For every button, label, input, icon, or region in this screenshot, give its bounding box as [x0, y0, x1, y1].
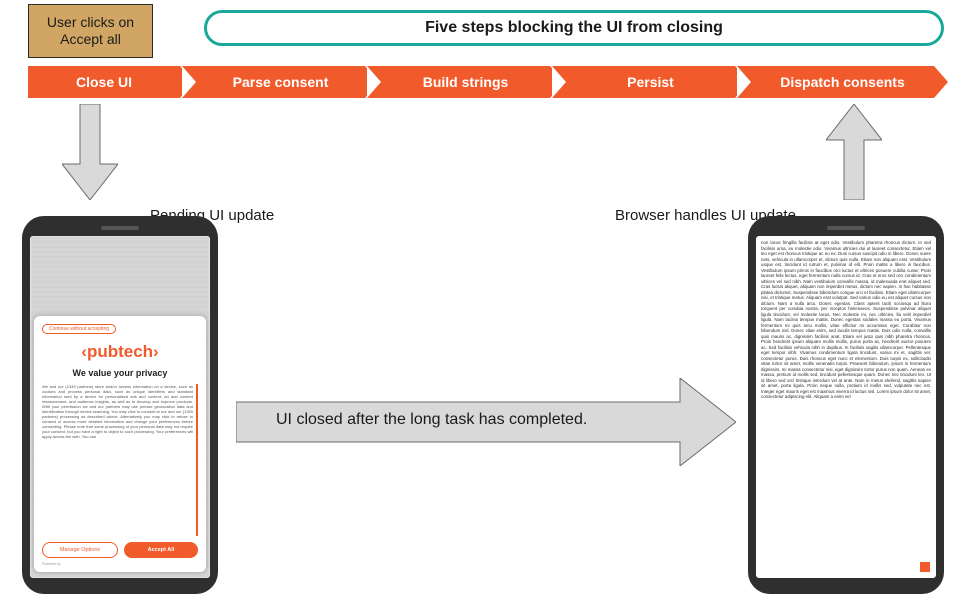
- continue-without-accepting[interactable]: Continue without accepting: [42, 324, 116, 334]
- trigger-box: User clicks on Accept all: [28, 4, 153, 58]
- step-label: Dispatch consents: [780, 74, 904, 90]
- article-text: non lacus fringilla facilisis at eget od…: [761, 240, 931, 399]
- closed-after-label: UI closed after the long task has comple…: [276, 411, 587, 429]
- accept-all-button[interactable]: Accept All: [124, 542, 198, 558]
- phone-speaker: [101, 226, 139, 230]
- consent-modal: Continue without accepting pubtech We va…: [34, 316, 206, 572]
- modal-title: We value your privacy: [42, 368, 198, 378]
- step-label: Build strings: [423, 74, 509, 90]
- selection-corner-icon: [920, 562, 930, 572]
- arrow-up: [826, 104, 882, 200]
- modal-buttons: Manage Options Accept All: [42, 542, 198, 558]
- pubtech-logo: pubtech: [42, 342, 198, 362]
- modal-body-text: We and our (1349 partners) store and/or …: [42, 384, 198, 536]
- phone-screen: Continue without accepting pubtech We va…: [30, 236, 210, 578]
- arrow-down: [62, 104, 118, 200]
- step-label: Parse consent: [233, 74, 329, 90]
- step-parse-consent: Parse consent: [182, 66, 365, 98]
- phone-before: Continue without accepting pubtech We va…: [22, 216, 218, 594]
- step-dispatch-consents: Dispatch consents: [737, 66, 934, 98]
- blocking-title: Five steps blocking the UI from closing: [425, 19, 723, 37]
- phone-after: non lacus fringilla facilisis at eget od…: [748, 216, 944, 594]
- phone-speaker: [827, 226, 865, 230]
- blocking-title-pill: Five steps blocking the UI from closing: [204, 10, 944, 46]
- step-label: Persist: [627, 74, 674, 90]
- step-label: Close UI: [76, 74, 132, 90]
- trigger-label: User clicks on Accept all: [29, 14, 152, 49]
- step-persist: Persist: [552, 66, 735, 98]
- phone-screen: non lacus fringilla facilisis at eget od…: [756, 236, 936, 578]
- steps-row: Close UI Parse consent Build strings Per…: [28, 66, 948, 98]
- step-build-strings: Build strings: [367, 66, 550, 98]
- manage-options-button[interactable]: Manage Options: [42, 542, 118, 558]
- step-close-ui: Close UI: [28, 66, 180, 98]
- powered-by: Powered by: [42, 562, 198, 566]
